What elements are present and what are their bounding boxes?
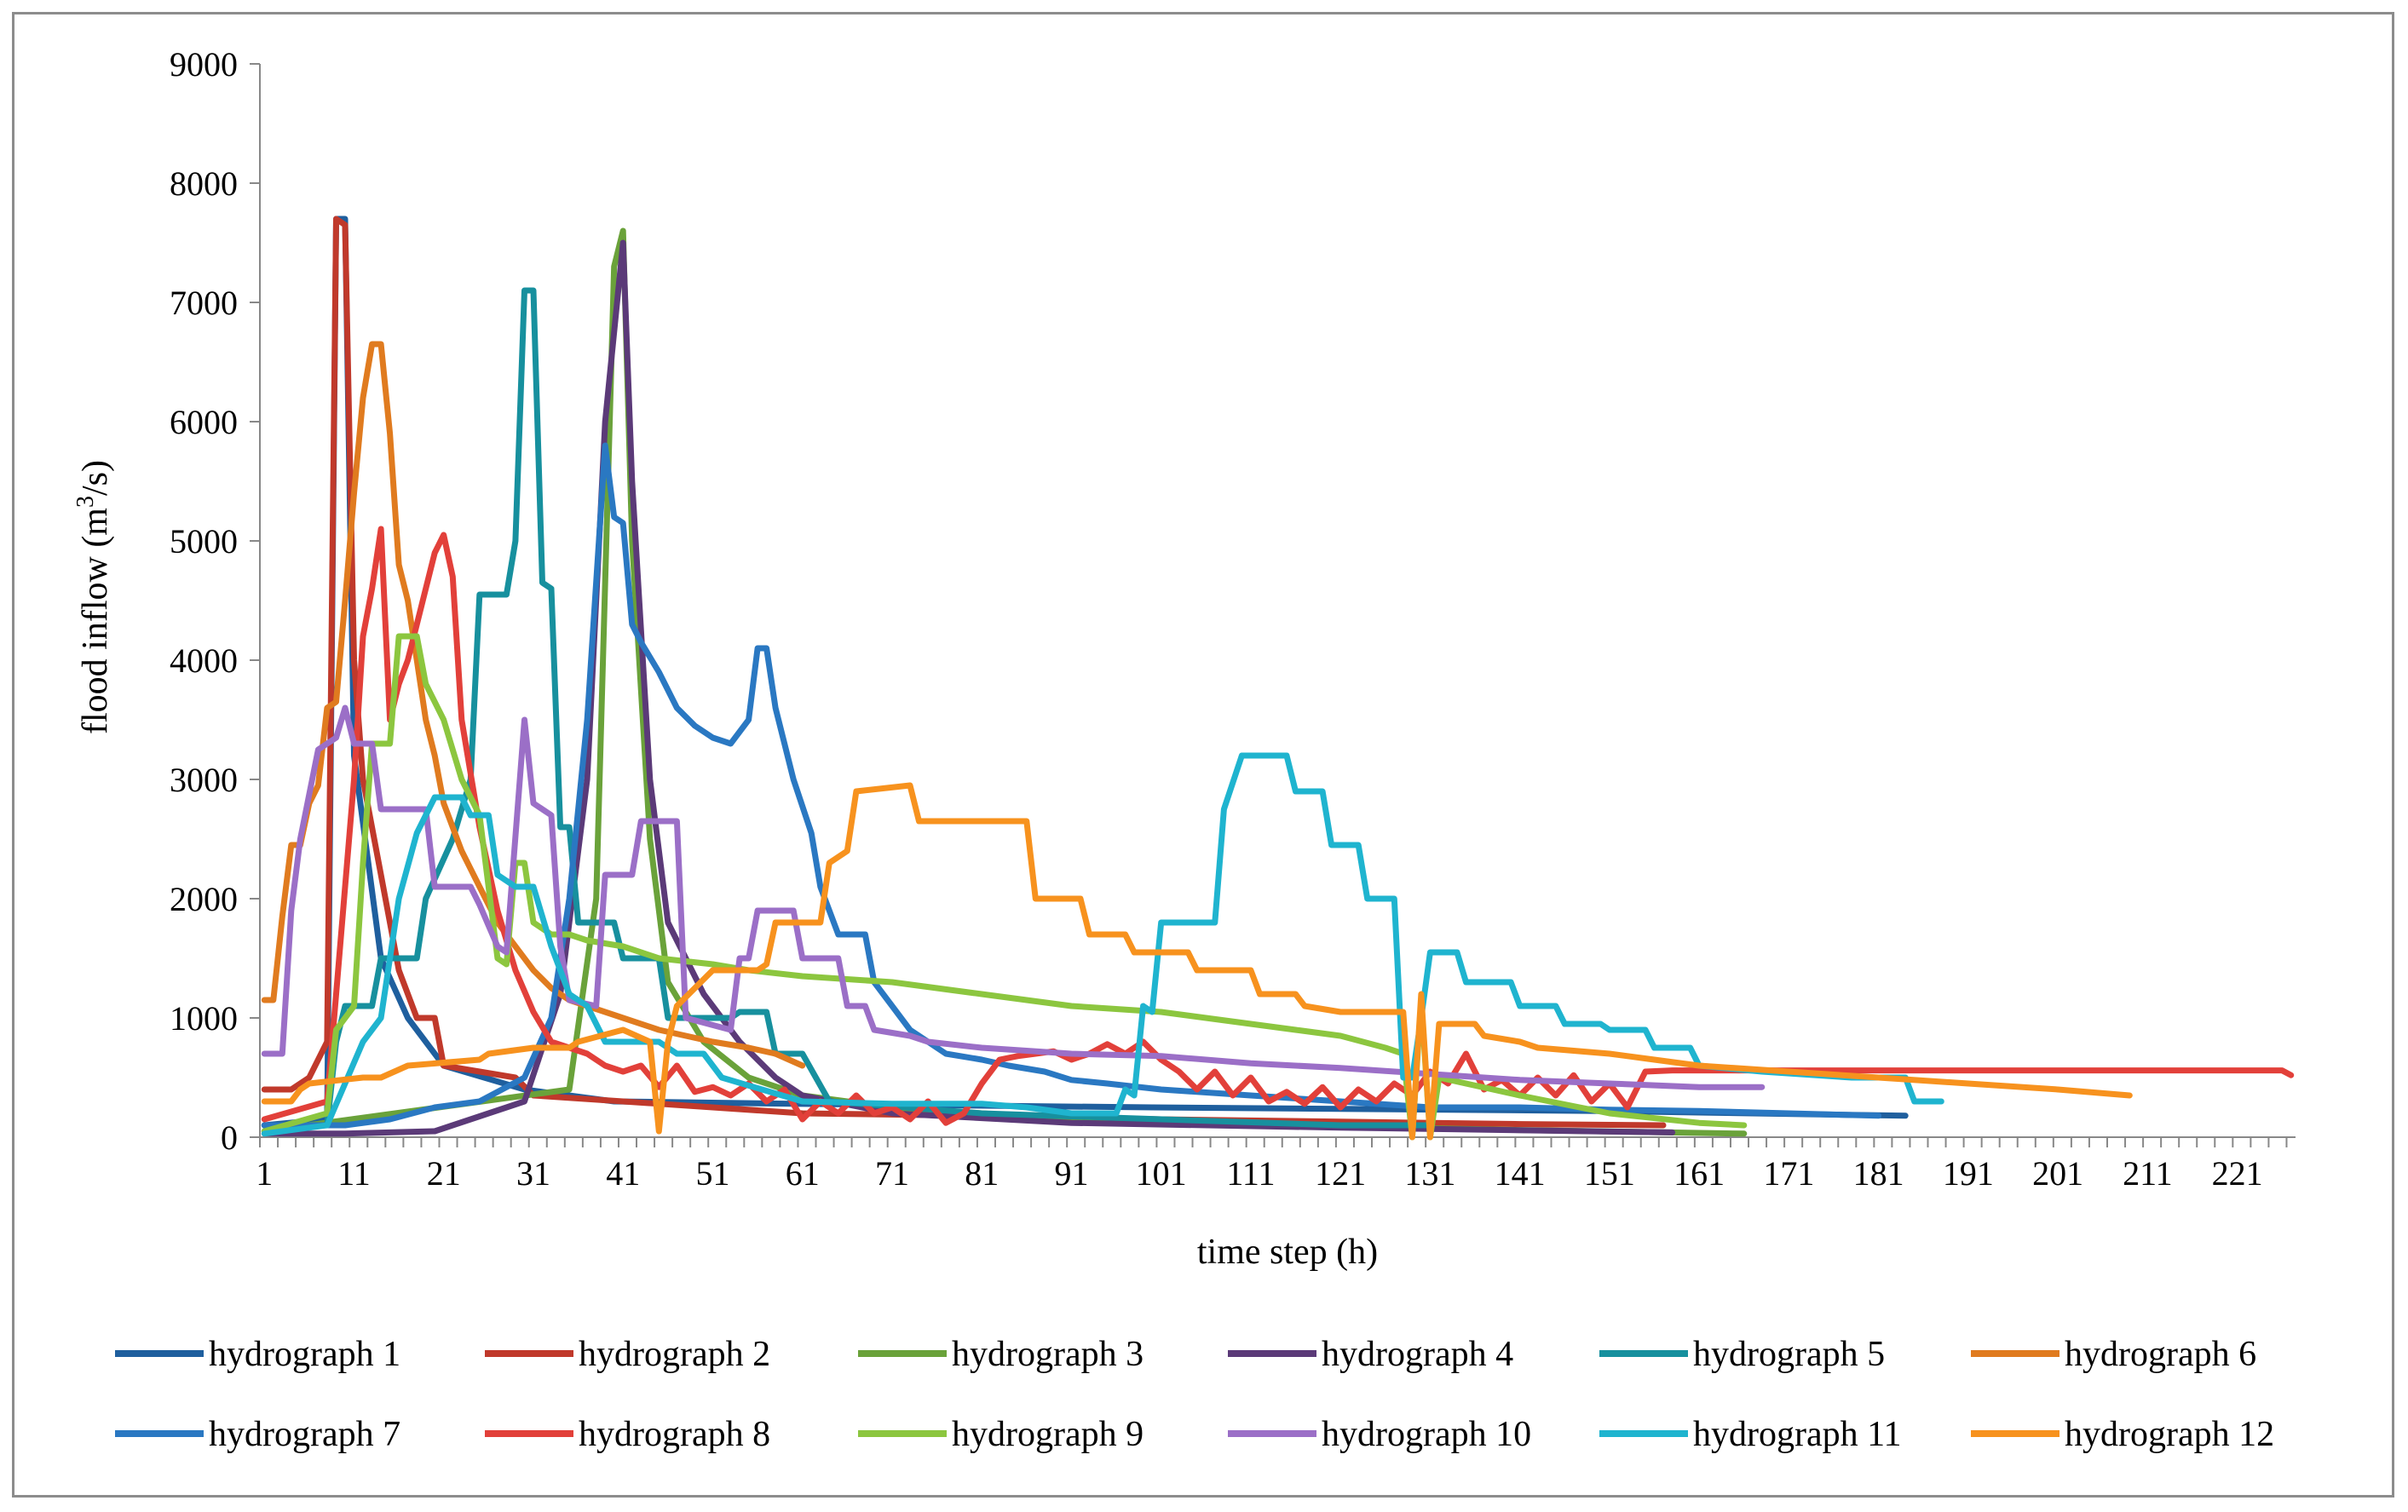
legend-label-6: hydrograph 6 [2065,1335,2256,1374]
x-tick-label: 1 [256,1154,273,1193]
series-group [261,216,2295,1141]
y-tick-label: 0 [221,1118,238,1157]
legend: hydrograph 1 hydrograph 2 hydrograph 3 hydr… [115,1335,2274,1454]
series-line-8 [261,526,2295,1126]
y-tick-label: 6000 [170,403,238,441]
x-tick-label: 41 [606,1154,640,1193]
x-tick-label: 81 [965,1154,999,1193]
series-line-10 [261,704,1766,1090]
x-tick-label: 121 [1315,1154,1366,1193]
x-tick-label: 181 [1853,1154,1904,1193]
x-tick-label: 21 [427,1154,461,1193]
x-tick-label: 141 [1495,1154,1546,1193]
legend-label-11: hydrograph 11 [1693,1415,1902,1454]
x-tick-label: 161 [1674,1154,1725,1193]
series-line-4 [261,239,1676,1137]
y-axis-label: flood inflow (m3/s) [72,460,115,734]
series-line-12 [261,782,2133,1141]
y-tick-label: 4000 [170,641,238,680]
legend-label-1: hydrograph 1 [209,1335,400,1374]
y-axis-label-main: flood inflow (m [76,508,115,734]
legend-label-7: hydrograph 7 [209,1415,400,1454]
x-tick-label: 221 [2212,1154,2263,1193]
x-tick-label: 61 [786,1154,820,1193]
x-tick-label: 131 [1404,1154,1455,1193]
x-tick-label: 111 [1226,1154,1275,1193]
x-tick-label: 211 [2123,1154,2173,1193]
legend-label-8: hydrograph 8 [579,1415,770,1454]
y-tick-label: 1000 [170,999,238,1038]
x-tick-label: 101 [1136,1154,1187,1193]
x-axis-label: time step (h) [1197,1233,1378,1272]
x-tick-label: 91 [1054,1154,1088,1193]
series-line-1 [261,216,1909,1129]
x-tick-label: 51 [695,1154,729,1193]
chart-frame: 0 1000 2000 3000 4000 5000 6000 7000 8000 9000 1 11… [12,12,2394,1498]
y-tick-label: 2000 [170,880,238,918]
series-line-7 [261,442,1882,1129]
legend-label-10: hydrograph 10 [1322,1415,1531,1454]
legend-label-4: hydrograph 4 [1322,1335,1513,1374]
x-tick-label: 11 [337,1154,371,1193]
y-tick-label: 7000 [170,284,238,322]
series-line-6 [261,341,806,1069]
x-tick-label: 31 [516,1154,550,1193]
legend-label-3: hydrograph 3 [952,1335,1144,1374]
x-tick-label: 171 [1763,1154,1814,1193]
legend-label-12: hydrograph 12 [2065,1415,2274,1454]
y-axis-label-sup: 3 [72,496,99,508]
y-tick-label: 8000 [170,164,238,203]
y-tick-label: 9000 [170,45,238,83]
y-axis-label-end: /s) [76,460,115,496]
x-tick-label: 201 [2032,1154,2083,1193]
x-tick-label: 151 [1584,1154,1635,1193]
legend-label-9: hydrograph 9 [952,1415,1144,1454]
legend-label-5: hydrograph 5 [1693,1335,1885,1374]
x-tick-label: 71 [875,1154,909,1193]
y-tick-label: 5000 [170,522,238,561]
legend-label-2: hydrograph 2 [579,1335,770,1374]
x-tick-label: 191 [1943,1154,1994,1193]
y-tick-label: 3000 [170,761,238,799]
series-line-11 [261,752,1944,1137]
